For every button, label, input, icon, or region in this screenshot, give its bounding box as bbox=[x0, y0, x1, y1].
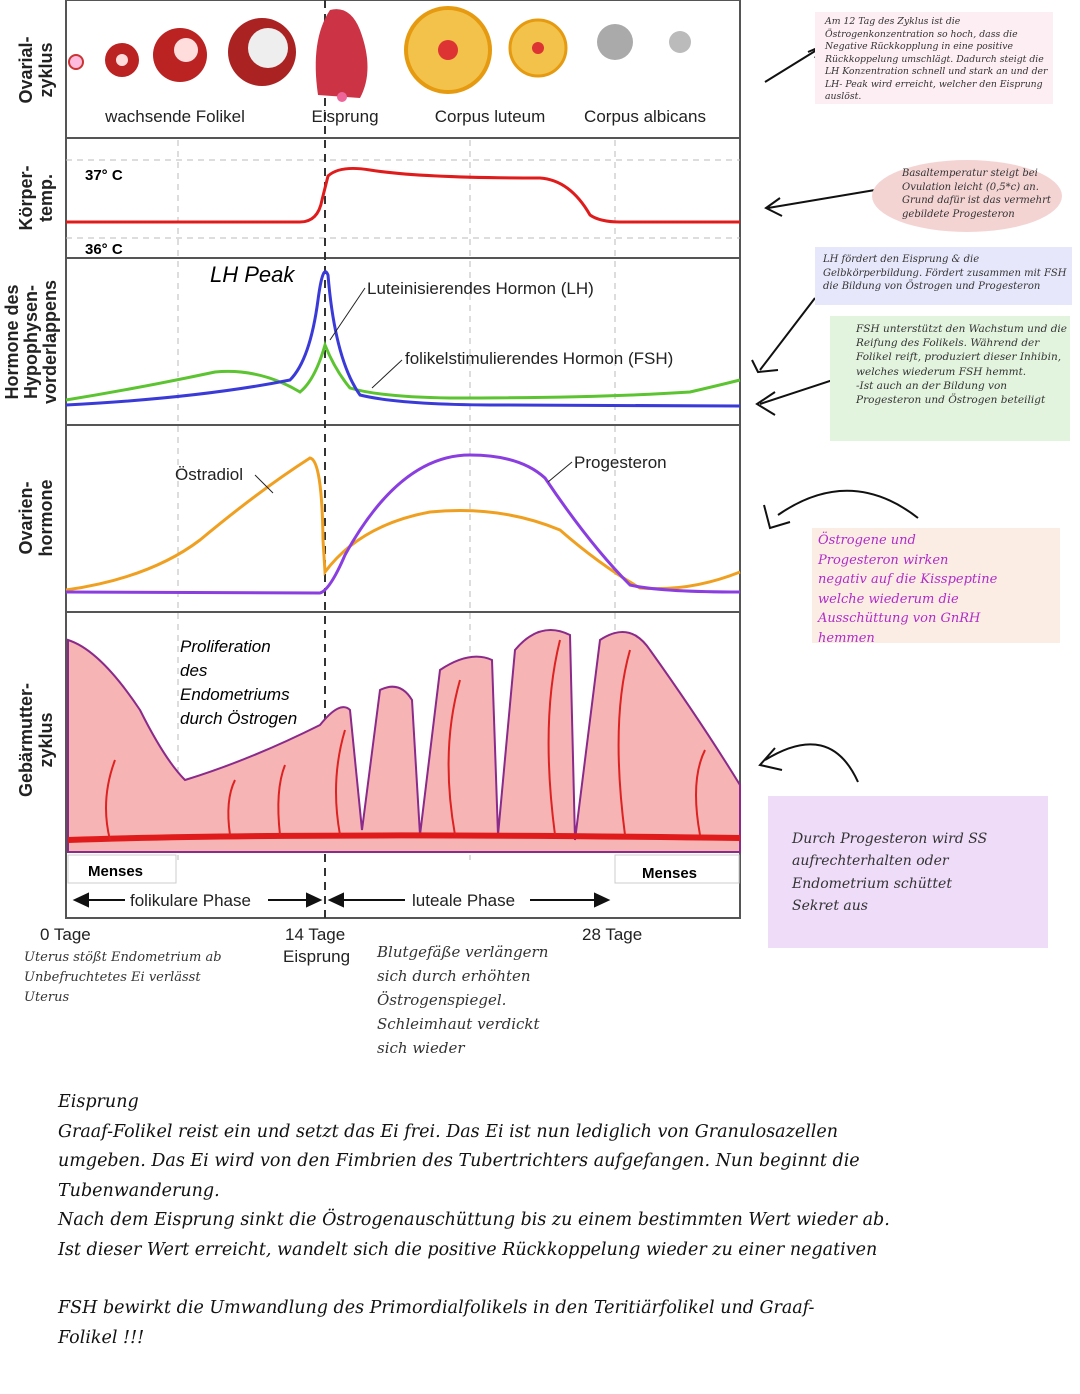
lh-peak-label: LH Peak bbox=[210, 262, 295, 287]
menses-left: Menses bbox=[88, 863, 143, 880]
note-proliferation: Blutgefäße verlängern sich durch erhöhte… bbox=[377, 943, 549, 1057]
note-lh-feedback: Am 12 Tag des Zyklus ist die Östrogenkon… bbox=[815, 12, 1053, 104]
axis-day-14: 14 Tage bbox=[285, 925, 345, 944]
proliferation-label: Proliferation des Endometriums durch Östrog… bbox=[180, 637, 297, 728]
fsh-label: folikelstimulierendes Hormon (FSH) bbox=[405, 349, 673, 368]
note-basaltemperatur: Basaltemperatur steigt bei Ovulation lei… bbox=[872, 160, 1062, 232]
progesterone-curve bbox=[65, 453, 741, 595]
note-fsh-function: FSH unterstützt den Wachstum und die Rei… bbox=[830, 316, 1070, 441]
endometrium bbox=[67, 629, 741, 853]
label-wachsende-folikel: wachsende Folikel bbox=[104, 107, 245, 126]
body-line-fsh: FSH bewirkt die Umwandlung des Primordia… bbox=[58, 1298, 815, 1318]
body-line: Nach dem Eisprung sinkt die Östrogenausc… bbox=[58, 1210, 890, 1230]
lh-curve bbox=[65, 270, 741, 408]
row-label-ovarien: Ovarien-hormone bbox=[16, 479, 56, 556]
row-label-hypophyse: Hormone desHypophysen-vorderlappens bbox=[2, 280, 60, 404]
annotation-arrows bbox=[751, 43, 919, 783]
uterus-base-vessel bbox=[67, 832, 741, 843]
row-label-ovarial: Ovarial-zyklus bbox=[16, 36, 56, 103]
note-negative-feedback: Östrogene und Progesteron wirken negativ… bbox=[812, 528, 1060, 646]
menstrual-cycle-diagram: Ovarial-zyklus Körper-temp. Hormone desH… bbox=[2, 0, 919, 966]
body-line: Tubenwanderung. bbox=[58, 1180, 220, 1201]
body-heading: Eisprung bbox=[58, 1092, 139, 1112]
note-lh-function: LH fördert den Eisprung & die Gelbkörper… bbox=[815, 247, 1072, 305]
estradiol-curve bbox=[65, 456, 741, 592]
row-label-temp: Körper-temp. bbox=[16, 165, 56, 230]
label-eisprung: Eisprung bbox=[311, 107, 378, 126]
menses-boxes bbox=[67, 854, 740, 884]
phase-luteal: luteale Phase bbox=[412, 891, 515, 910]
body-line: Graaf-Folikel reist ein und setzt das Ei… bbox=[58, 1121, 839, 1142]
row-dividers bbox=[66, 137, 740, 613]
temperature-curve bbox=[66, 167, 740, 224]
phase-arrows bbox=[72, 892, 611, 908]
note-progesteron-endometrium: Durch Progesteron wird SS aufrechterhalt… bbox=[768, 796, 1048, 948]
menses-right: Menses bbox=[642, 865, 697, 882]
spiral-arteries bbox=[105, 639, 706, 841]
phase-follicular: folikulare Phase bbox=[130, 891, 251, 910]
body-line: umgeben. Das Ei wird von den Fimbrien de… bbox=[58, 1151, 860, 1171]
body-line: Ist dieser Wert erreicht, wandelt sich d… bbox=[58, 1239, 878, 1260]
estradiol-label: Östradiol bbox=[175, 465, 243, 484]
axis-day-0: 0 Tage bbox=[40, 925, 91, 944]
axis-day-28: 28 Tage bbox=[582, 925, 642, 944]
body-line-fsh: Folikel !!! bbox=[58, 1327, 145, 1348]
label-corpus-albicans: Corpus albicans bbox=[584, 107, 706, 126]
ovary-stage-illustrations bbox=[68, 6, 691, 102]
row-label-gebaermutter: Gebärmutter-zyklus bbox=[16, 683, 56, 797]
lh-label: Luteinisierendes Hormon (LH) bbox=[367, 279, 594, 298]
diagram-frame bbox=[65, 0, 741, 919]
temp-label-36: 36° C bbox=[85, 241, 123, 258]
body-text-eisprung: Eisprung Graaf-Folikel reist ein und set… bbox=[58, 1088, 890, 1353]
axis-eisprung: Eisprung bbox=[283, 947, 350, 966]
fsh-curve bbox=[65, 340, 741, 402]
note-menses: Uterus stößt Endometrium ab Unbefruchtet… bbox=[24, 950, 222, 1006]
temp-label-37: 37° C bbox=[85, 167, 123, 184]
progesteron-label: Progesteron bbox=[574, 453, 667, 472]
label-corpus-luteum: Corpus luteum bbox=[435, 107, 546, 126]
